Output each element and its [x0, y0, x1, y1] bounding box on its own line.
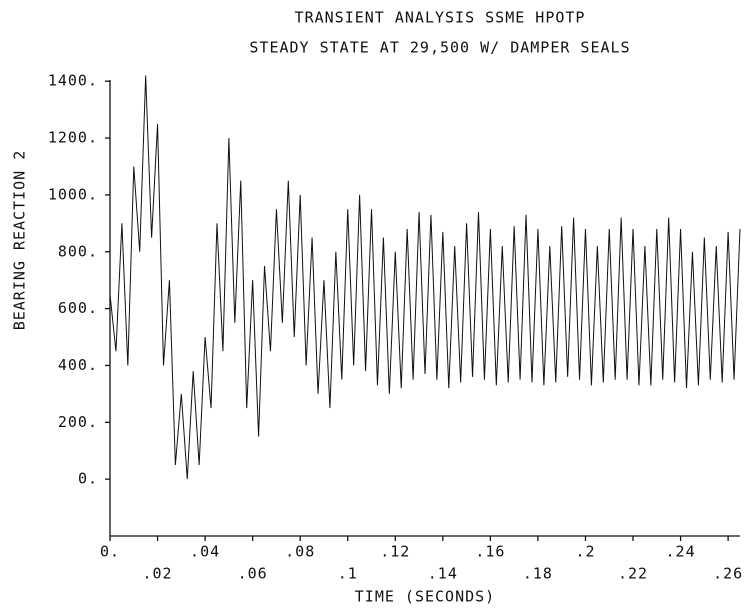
x-tick-label: .2 — [575, 543, 595, 561]
x-tick-label: .18 — [523, 565, 553, 583]
x-tick-label: .06 — [238, 565, 268, 583]
x-tick-label: .1 — [338, 565, 358, 583]
x-axis-label: TIME (SECONDS) — [355, 588, 495, 606]
x-tick-label: .14 — [428, 565, 458, 583]
x-tick-label: .24 — [666, 543, 696, 561]
x-tick-label: .08 — [285, 543, 315, 561]
y-tick-label: 600. — [58, 299, 98, 317]
x-tick-label: .22 — [618, 565, 648, 583]
chart-title: TRANSIENT ANALYSIS SSME HPOTP — [295, 9, 586, 27]
x-tick-label: .04 — [190, 543, 220, 561]
x-tick-label: .16 — [475, 543, 505, 561]
y-tick-label: 1200. — [48, 129, 98, 147]
x-tick-label: 0. — [100, 543, 120, 561]
y-tick-label: 200. — [58, 413, 98, 431]
x-tick-label: .02 — [143, 565, 173, 583]
y-tick-label: 400. — [58, 356, 98, 374]
y-tick-label: 0. — [78, 470, 98, 488]
y-tick-label: 1400. — [48, 72, 98, 90]
x-tick-label: .26 — [713, 565, 743, 583]
y-tick-label: 800. — [58, 242, 98, 260]
x-tick-label: .12 — [380, 543, 410, 561]
y-tick-label: 1000. — [48, 185, 98, 203]
data-line — [109, 75, 741, 480]
y-axis-label: BEARING REACTION 2 — [11, 150, 29, 331]
chart-subtitle: STEADY STATE AT 29,500 W/ DAMPER SEALS — [249, 39, 630, 57]
